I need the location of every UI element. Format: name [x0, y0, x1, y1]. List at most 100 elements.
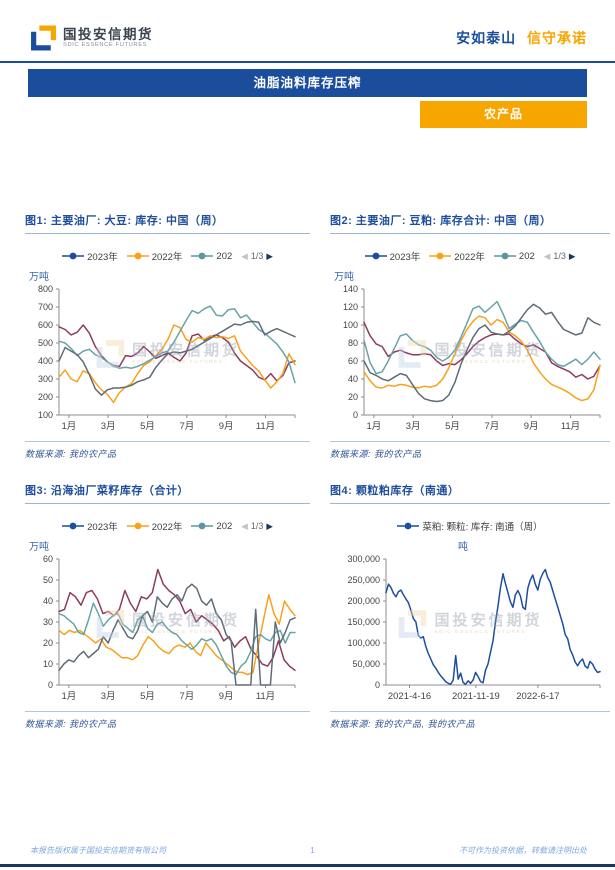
legend-next-arrow[interactable]: ▶	[266, 520, 273, 531]
svg-text:3月: 3月	[101, 421, 116, 432]
data-source: 数据来源: 我的农产品	[25, 449, 117, 459]
svg-text:5月: 5月	[140, 421, 155, 432]
company-logo: 国投安信期货 SDIC ESSENCE FUTURES	[30, 24, 153, 52]
legend-prev-arrow[interactable]: ◀	[543, 250, 551, 261]
svg-text:700: 700	[38, 302, 53, 312]
svg-text:20: 20	[348, 392, 358, 402]
legend-prev-arrow[interactable]: ◀	[241, 520, 248, 531]
legend-label: 2023年	[87, 522, 118, 533]
page-number: 1	[310, 846, 315, 855]
line-chart: 100 200 300 400 500 600 700 800 1月 3月 5月 7月 9月 11月	[38, 284, 296, 432]
svg-text:11月: 11月	[256, 691, 275, 702]
legend-pager-label: 1/3	[553, 251, 566, 261]
svg-text:40: 40	[43, 596, 53, 606]
legend-marker-icon	[126, 252, 149, 260]
legend-item[interactable]: 202	[191, 521, 232, 532]
svg-text:7月: 7月	[485, 421, 500, 432]
svg-text:5月: 5月	[140, 691, 155, 702]
svg-text:3月: 3月	[406, 421, 421, 432]
data-source: 数据来源: 我的农产品	[25, 719, 117, 729]
chart-card-fig3: 图3: 沿海油厂菜籽库存（合计） 2023年 2022年 202 ◀ 1/3 ▶ 万吨 0…	[25, 482, 310, 730]
svg-text:600: 600	[38, 320, 53, 330]
svg-text:60: 60	[43, 554, 53, 564]
svg-text:150,000: 150,000	[347, 617, 380, 627]
company-logo-icon	[31, 25, 56, 51]
data-source: 数据来源: 我的农产品, 我的农产品	[330, 719, 476, 729]
legend-marker-icon	[191, 522, 214, 530]
svg-text:100,000: 100,000	[347, 638, 380, 648]
svg-text:800: 800	[38, 284, 53, 294]
legend-pager-label: 1/3	[250, 521, 264, 531]
company-slogan: 安如泰山 信守承诺	[456, 28, 587, 48]
legend-item[interactable]: 菜粕: 颗粒: 库存: 南通（周）	[397, 519, 543, 533]
source-divider	[25, 441, 310, 442]
svg-text:0: 0	[353, 410, 358, 420]
header-divider	[0, 61, 615, 63]
svg-text:1月: 1月	[62, 691, 77, 702]
disclaimer: 不可作为投资依据，转载请注明出处	[458, 846, 587, 855]
legend-item[interactable]: 202	[191, 251, 232, 262]
svg-text:120: 120	[343, 302, 358, 312]
chart-title: 图4: 颗粒粕库存（南通）	[330, 482, 610, 504]
svg-text:140: 140	[343, 284, 358, 294]
line-chart: 0 20 40 60 80 100 120 140 1月 3月 5月 7月 9月 11月	[343, 284, 601, 432]
svg-text:200,000: 200,000	[347, 596, 380, 606]
legend-item[interactable]: 2023年	[364, 249, 420, 263]
legend-marker-icon	[62, 252, 85, 260]
legend-label: 菜粕: 颗粒: 库存: 南通（周）	[422, 522, 543, 533]
svg-text:2021-4-16: 2021-4-16	[388, 691, 431, 702]
legend-item[interactable]: 2023年	[62, 249, 118, 263]
legend-pager: ◀ 1/3 ▶	[544, 251, 576, 262]
footer-divider	[0, 864, 615, 867]
svg-text:9月: 9月	[219, 691, 234, 702]
legend-pager: ◀ 1/3 ▶	[241, 521, 273, 532]
chart-title: 图2: 主要油厂: 豆粕: 库存合计: 中国（周）	[330, 212, 610, 234]
legend-item[interactable]: 2022年	[429, 249, 485, 263]
svg-text:1月: 1月	[62, 421, 77, 432]
svg-text:11月: 11月	[561, 421, 580, 432]
legend-marker-icon	[62, 522, 85, 530]
svg-text:1月: 1月	[367, 421, 382, 432]
legend-next-arrow[interactable]: ▶	[568, 250, 576, 261]
legend-prev-arrow[interactable]: ◀	[241, 250, 248, 261]
svg-text:2022-6-17: 2022-6-17	[516, 691, 559, 702]
svg-text:30: 30	[43, 617, 53, 627]
svg-text:7月: 7月	[180, 691, 195, 702]
legend-label: 2022年	[454, 252, 485, 263]
svg-text:300: 300	[38, 374, 53, 384]
svg-text:7月: 7月	[180, 421, 195, 432]
legend-marker-icon	[191, 252, 214, 260]
slogan-secondary: 信守承诺	[527, 30, 587, 46]
chart-title: 图3: 沿海油厂菜籽库存（合计）	[25, 482, 310, 504]
legend-next-arrow[interactable]: ▶	[266, 250, 273, 261]
chart-title: 图1: 主要油厂: 大豆: 库存: 中国（周）	[25, 212, 310, 234]
chart-legend: 2023年 2022年 202 ◀ 1/3 ▶	[25, 249, 310, 263]
legend-label: 2022年	[151, 252, 183, 263]
source-divider	[25, 711, 310, 712]
legend-item[interactable]: 2022年	[126, 519, 182, 533]
legend-label: 202	[518, 250, 535, 262]
report-title-banner: 油脂油料库存压榨	[28, 69, 587, 97]
svg-text:50,000: 50,000	[352, 659, 380, 669]
data-source: 数据来源: 我的农产品	[330, 449, 422, 459]
svg-text:400: 400	[38, 356, 53, 366]
company-name-en: SDIC ESSENCE FUTURES	[63, 42, 148, 49]
svg-text:250,000: 250,000	[347, 575, 380, 585]
svg-text:9月: 9月	[219, 421, 234, 432]
chart-card-fig1: 图1: 主要油厂: 大豆: 库存: 中国（周） 2023年 2022年 202 ◀ 1/…	[25, 212, 310, 460]
chart-card-fig2: 图2: 主要油厂: 豆粕: 库存合计: 中国（周） 2023年 2022年 202 ◀…	[330, 212, 610, 460]
legend-label: 202	[216, 520, 233, 532]
legend-item[interactable]: 202	[493, 250, 535, 262]
svg-text:200: 200	[38, 392, 53, 402]
svg-text:300,000: 300,000	[347, 554, 380, 564]
svg-text:9月: 9月	[524, 421, 539, 432]
svg-text:50: 50	[43, 575, 53, 585]
svg-text:80: 80	[348, 338, 358, 348]
legend-label: 202	[216, 250, 233, 262]
line-chart: 0 50,000 100,000 150,000 200,000 250,000 300,0…	[347, 554, 601, 702]
y-axis-unit-label: 万吨	[334, 272, 354, 283]
legend-item[interactable]: 2022年	[126, 249, 183, 263]
legend-item[interactable]: 2023年	[62, 519, 118, 533]
svg-text:5月: 5月	[445, 421, 460, 432]
